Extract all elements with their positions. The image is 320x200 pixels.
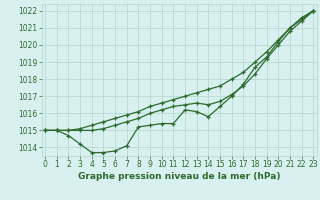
X-axis label: Graphe pression niveau de la mer (hPa): Graphe pression niveau de la mer (hPa) (78, 172, 280, 181)
